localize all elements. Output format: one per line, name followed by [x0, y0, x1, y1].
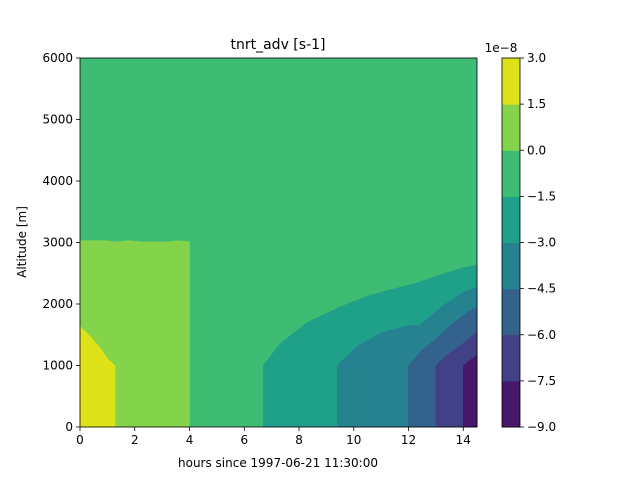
colorbar-tick-label: −4.5 — [527, 282, 556, 296]
x-tick-label: 14 — [456, 433, 471, 447]
y-tick-label: 2000 — [42, 297, 73, 311]
contour-region-1 — [79, 240, 190, 428]
x-tick-label: 6 — [240, 433, 248, 447]
x-tick-label: 2 — [131, 433, 139, 447]
x-tick-label: 10 — [346, 433, 361, 447]
colorbar-tick-label: −7.5 — [527, 374, 556, 388]
colorbar-tick-label: −3.0 — [527, 236, 556, 250]
colorbar-band — [502, 58, 520, 105]
colorbar-tick-label: −9.0 — [527, 420, 556, 434]
colorbar-tick-label: −1.5 — [527, 189, 556, 203]
colorbar-band — [502, 104, 520, 151]
colorbar-tick-label: 1.5 — [527, 97, 546, 111]
y-tick-label: 0 — [65, 420, 73, 434]
y-tick-label: 6000 — [42, 51, 73, 65]
y-tick-label: 5000 — [42, 113, 73, 127]
x-axis-label: hours since 1997-06-21 11:30:00 — [178, 456, 378, 470]
y-axis-label: Altitude [m] — [15, 206, 29, 278]
colorbar-tick-label: 0.0 — [527, 143, 546, 157]
y-tick-label: 4000 — [42, 174, 73, 188]
contour-region-6 — [463, 354, 478, 428]
y-tick-label: 3000 — [42, 236, 73, 250]
x-tick-label: 4 — [186, 433, 194, 447]
y-axis: 0 1000 2000 3000 4000 5000 6000 — [42, 51, 80, 434]
colorbar-band — [502, 380, 520, 428]
colorbar-band — [502, 334, 520, 382]
plot-area — [79, 57, 478, 428]
colorbar-band — [502, 242, 520, 290]
colorbar-tick-label: −6.0 — [527, 328, 556, 342]
colorbar-band — [502, 288, 520, 336]
colorbar-exponent: 1e−8 — [485, 41, 518, 55]
colorbar-band — [502, 150, 520, 197]
y-tick-label: 1000 — [42, 359, 73, 373]
chart-title: tnrt_adv [s-1] — [231, 37, 326, 53]
x-axis: 0 2 4 6 8 10 12 14 — [76, 427, 471, 447]
x-tick-label: 12 — [401, 433, 416, 447]
colorbar: −9.0 −7.5 −6.0 −4.5 −3.0 −1.5 0.0 1.5 3.0 — [501, 51, 556, 434]
colorbar-tick-label: 3.0 — [527, 51, 546, 65]
x-tick-label: 0 — [76, 433, 84, 447]
colorbar-band — [502, 196, 520, 243]
x-tick-label: 8 — [295, 433, 303, 447]
